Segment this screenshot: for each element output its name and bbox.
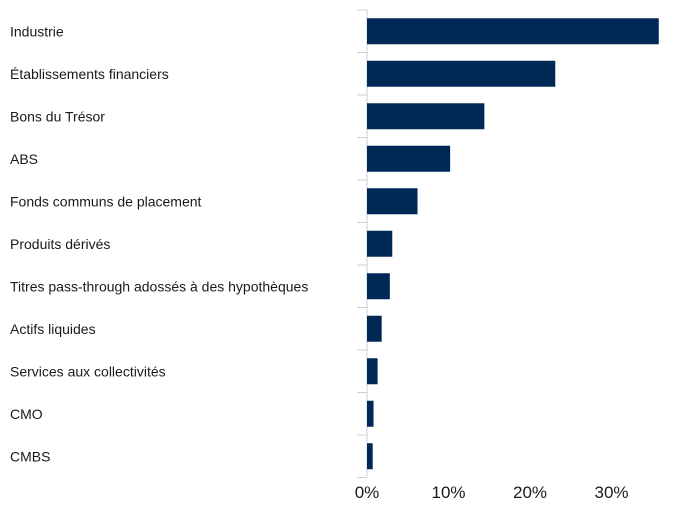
bar <box>367 103 485 130</box>
category-label-layer: Industrie Établissements financiers Bons d… <box>10 23 308 464</box>
bar <box>367 230 393 257</box>
bar <box>367 60 556 87</box>
category-label: Services aux collectivités <box>10 363 166 379</box>
bar <box>367 358 378 385</box>
bar <box>367 400 374 427</box>
bar <box>367 18 659 45</box>
bar <box>367 273 390 300</box>
bar <box>367 188 418 215</box>
category-label: Industrie <box>10 23 64 39</box>
category-label: Bons du Trésor <box>10 108 105 124</box>
bar <box>367 443 373 470</box>
category-label: Produits dérivés <box>10 236 110 252</box>
category-label: ABS <box>10 151 38 167</box>
x-tick-layer: 0% 10% 20% 30% <box>355 483 629 502</box>
category-label: Établissements financiers <box>10 66 169 82</box>
category-label: CMO <box>10 406 43 422</box>
category-label: CMBS <box>10 448 50 464</box>
x-tick-label: 10% <box>431 483 465 502</box>
category-label: Fonds communs de placement <box>10 193 202 209</box>
category-label: Actifs liquides <box>10 321 96 337</box>
bar <box>367 315 382 342</box>
bar-layer <box>367 18 659 470</box>
x-tick-label: 0% <box>355 483 380 502</box>
category-label: Titres pass-through adossés à des hypoth… <box>10 278 308 294</box>
x-tick-label: 20% <box>513 483 547 502</box>
bar <box>367 145 451 172</box>
axis-layer <box>357 9 368 478</box>
x-tick-label: 30% <box>594 483 628 502</box>
